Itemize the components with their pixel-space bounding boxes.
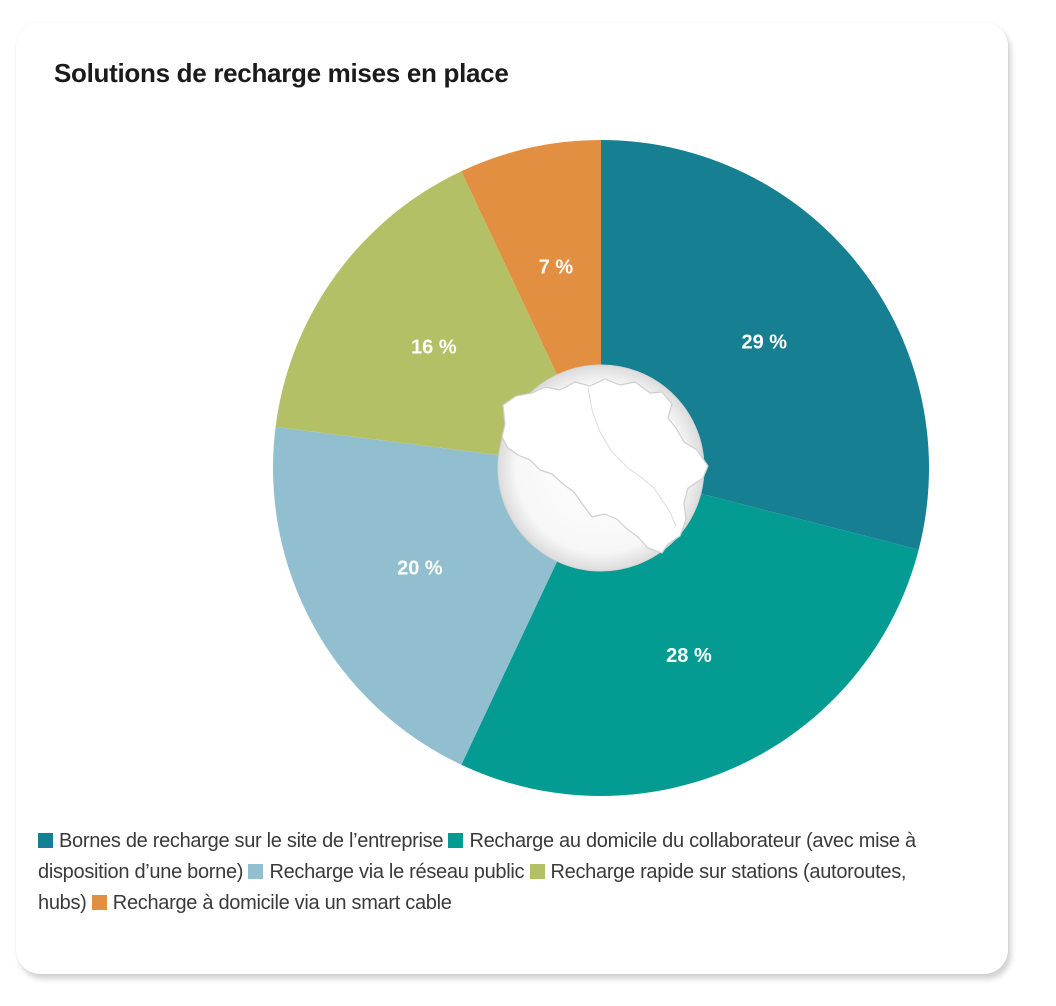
slice-label-4: 16 %: [411, 337, 457, 359]
legend-swatch: [38, 833, 53, 848]
legend-item-2: Recharge au domicile du collaborateur (a…: [38, 830, 916, 883]
slice-labels: 29 % 28 % 20 % 16 % 7 %: [397, 256, 787, 667]
legend-item-3: Recharge via le réseau public: [248, 861, 525, 883]
center-hole: [497, 364, 709, 572]
pie-slice-4: [275, 171, 601, 468]
legend-label: Recharge à domicile via un smart cable: [112, 892, 452, 914]
legend-item-4: Recharge rapide sur stations (autoroutes…: [38, 861, 906, 914]
legend-swatch: [529, 864, 545, 879]
legend-swatch: [448, 833, 464, 848]
legend-label: Recharge au domicile du collaborateur (a…: [38, 830, 916, 883]
legend: Bornes de recharge sur le site de l’entr…: [38, 826, 958, 919]
legend-swatch: [248, 864, 264, 879]
slice-label-1: 29 %: [741, 331, 787, 353]
slice-label-2: 28 %: [666, 645, 712, 667]
legend-label: Recharge via le réseau public: [269, 861, 525, 883]
belgium-map-icon: [501, 378, 709, 554]
legend-label: Recharge rapide sur stations (autoroutes…: [38, 861, 907, 914]
chart-title: Solutions de recharge mises en place: [54, 58, 509, 88]
legend-item-5: Recharge à domicile via un smart cable: [91, 892, 452, 914]
legend-label: Bornes de recharge sur le site de l’entr…: [59, 830, 444, 852]
legend-swatch: [91, 895, 107, 910]
slice-label-3: 20 %: [397, 558, 443, 580]
legend-item-1: Bornes de recharge sur le site de l’entr…: [38, 830, 444, 852]
slice-label-5: 7 %: [539, 256, 574, 278]
